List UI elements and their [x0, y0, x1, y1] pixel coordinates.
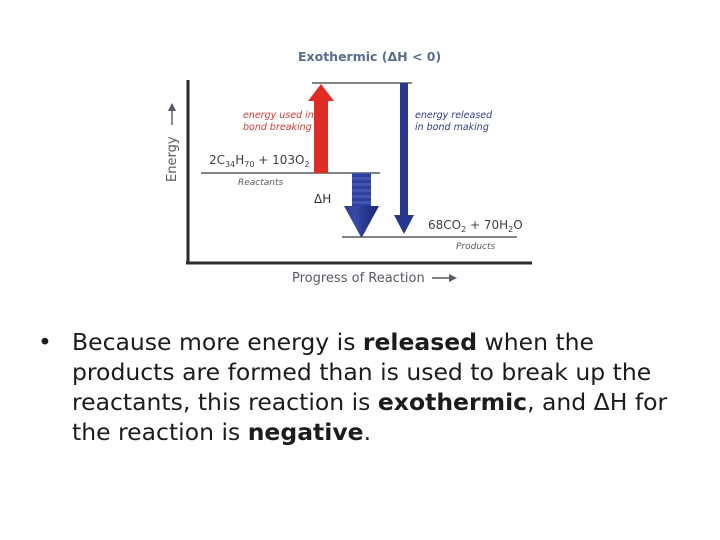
- bullet-text-run: when the products are formed than is use…: [72, 328, 652, 416]
- diagram-title: Exothermic (ΔH < 0): [298, 49, 441, 64]
- bullet-text-run: , and ΔH for the reaction is: [72, 388, 668, 446]
- bullet-text-run: .: [363, 418, 372, 446]
- emphasized-term: negative: [247, 418, 364, 446]
- bond-making-arrow: [394, 83, 414, 234]
- energy-diagram: Exothermic (ΔH < 0) Energy energy used i…: [165, 49, 532, 286]
- explanation-bullet: • Because more energy is released when t…: [38, 327, 698, 447]
- emphasized-term: exothermic: [377, 388, 528, 416]
- bond-making-label: energy released in bond making: [415, 110, 495, 133]
- y-axis-arrow-icon: [168, 103, 176, 125]
- reactants-label: Reactants: [238, 178, 284, 188]
- x-axis-label: Progress of Reaction: [292, 271, 425, 286]
- bullet-text-run: Because more energy is: [72, 328, 363, 356]
- bullet-text: Because more energy is released when the…: [72, 327, 698, 447]
- bond-breaking-label: energy used in bond breaking: [243, 110, 317, 133]
- x-axis-arrow-icon: [432, 274, 457, 282]
- y-axis-label: Energy: [165, 136, 180, 182]
- products-label: Products: [456, 242, 496, 252]
- products-formula: 68CO2 + 70H2O: [428, 218, 523, 234]
- bond-breaking-arrow: [308, 84, 334, 173]
- emphasized-term: released: [362, 328, 478, 356]
- reactants-formula: 2C34H70 + 103O2: [209, 153, 310, 169]
- delta-h-label: ΔH: [314, 192, 331, 206]
- delta-h-arrow: [344, 173, 379, 238]
- bullet-marker: •: [38, 328, 52, 356]
